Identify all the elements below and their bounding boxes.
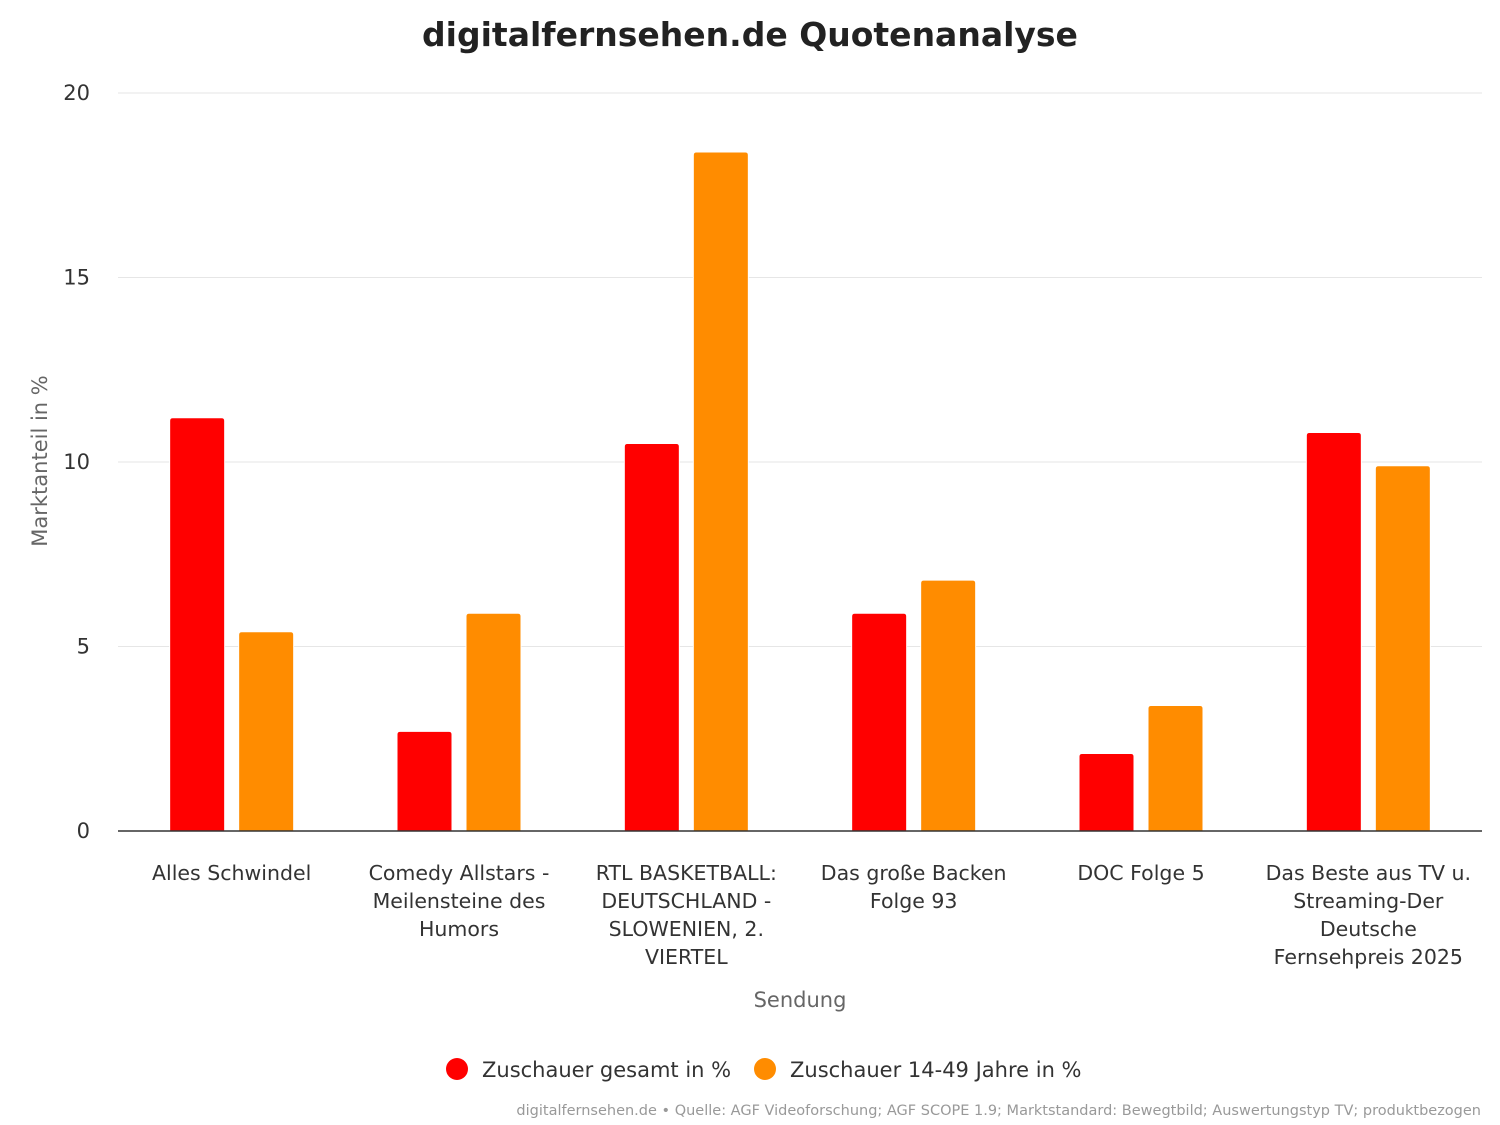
legend-marker: [754, 1058, 776, 1080]
x-tick-label-line: Alles Schwindel: [152, 861, 311, 885]
x-axis-title: Sendung: [754, 988, 847, 1012]
legend: Zuschauer gesamt in % Zuschauer 14-49 Jah…: [446, 1058, 1082, 1082]
bar-series-1-category-6[interactable]: [1305, 431, 1362, 832]
x-tick-label-line: SLOWENIEN, 2.: [609, 917, 764, 941]
bar-series-2-category-6[interactable]: [1374, 465, 1431, 832]
x-axis-labels: Alles Schwindel Comedy Allstars - Meilenst…: [152, 861, 1471, 969]
chart-credits: digitalfernsehen.de • Quelle: AGF Videof…: [516, 1103, 1481, 1119]
y-axis-title: Marktanteil in %: [28, 375, 52, 546]
y-tick-label: 10: [63, 450, 90, 474]
y-tick-label: 15: [63, 266, 90, 290]
bar-series-2-category-2[interactable]: [465, 612, 522, 832]
x-tick-label-line: DEUTSCHLAND -: [601, 889, 771, 913]
x-tick-label: Das große Backen Folge 93: [821, 861, 1007, 913]
x-tick-label-line: RTL BASKETBALL:: [596, 861, 777, 885]
bars: [169, 151, 1431, 832]
x-tick-label-line: Streaming-Der: [1293, 889, 1444, 913]
chart-title: digitalfernsehen.de Quotenanalyse: [422, 15, 1078, 54]
y-tick-label: 5: [77, 635, 90, 659]
x-tick-label-line: Das Beste aus TV u.: [1266, 861, 1471, 885]
x-tick-label-line: Deutsche: [1320, 917, 1417, 941]
y-tick-label: 0: [77, 819, 90, 843]
legend-item-series-1[interactable]: Zuschauer gesamt in %: [446, 1058, 731, 1082]
legend-label: Zuschauer gesamt in %: [482, 1058, 731, 1082]
bar-series-1-category-4[interactable]: [851, 612, 908, 832]
bar-series-2-category-4[interactable]: [920, 579, 977, 832]
bar-series-1-category-5[interactable]: [1078, 753, 1135, 832]
x-tick-label: DOC Folge 5: [1077, 861, 1204, 885]
x-tick-label: Comedy Allstars - Meilensteine des Humors: [369, 861, 550, 941]
x-tick-label-line: Das große Backen: [821, 861, 1007, 885]
bar-series-1-category-1[interactable]: [169, 417, 226, 832]
x-tick-label-line: Folge 93: [870, 889, 958, 913]
legend-label: Zuschauer 14-49 Jahre in %: [790, 1058, 1082, 1082]
x-tick-label-line: Fernsehpreis 2025: [1274, 945, 1463, 969]
y-axis-ticks: 0 5 10 15 20: [63, 81, 90, 843]
x-tick-label-line: VIERTEL: [645, 945, 728, 969]
bar-series-1-category-3[interactable]: [623, 443, 680, 832]
y-tick-label: 20: [63, 81, 90, 105]
gridlines: [118, 92, 1482, 647]
x-tick-label-line: Comedy Allstars -: [369, 861, 550, 885]
legend-item-series-2[interactable]: Zuschauer 14-49 Jahre in %: [754, 1058, 1082, 1082]
x-tick-label-line: Meilensteine des: [373, 889, 546, 913]
x-tick-label: Das Beste aus TV u. Streaming-Der Deutsche…: [1266, 861, 1471, 969]
legend-marker: [446, 1058, 468, 1080]
bar-series-2-category-5[interactable]: [1147, 705, 1204, 832]
x-tick-label: RTL BASKETBALL: DEUTSCHLAND - SLOWENIEN, 2…: [596, 861, 777, 969]
bar-series-2-category-3[interactable]: [692, 151, 749, 832]
x-tick-label-line: DOC Folge 5: [1077, 861, 1204, 885]
bar-series-2-category-1[interactable]: [238, 631, 295, 832]
x-tick-label-line: Humors: [419, 917, 499, 941]
bar-series-1-category-2[interactable]: [396, 730, 453, 832]
x-tick-label: Alles Schwindel: [152, 861, 311, 885]
